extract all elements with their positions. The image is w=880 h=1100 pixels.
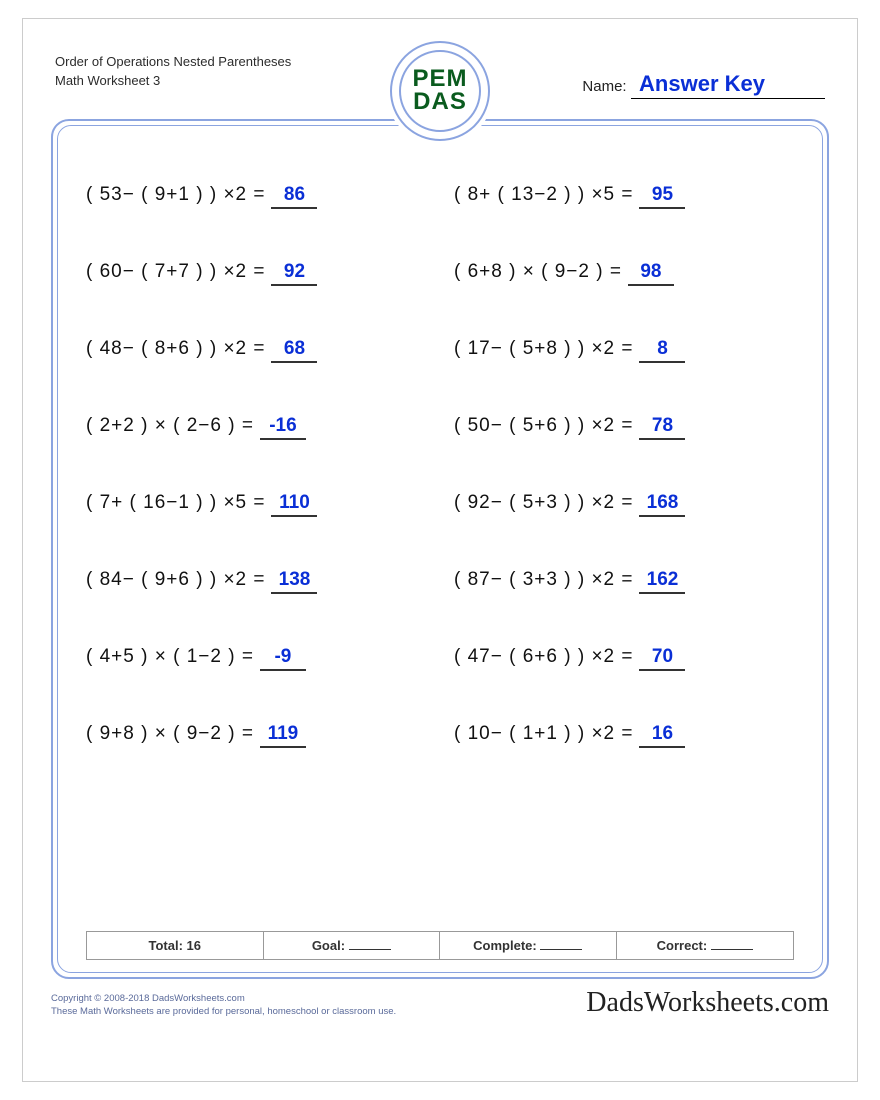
problem-expression: ( 17− ( 5+8 ) ) ×2 = bbox=[454, 338, 633, 360]
worksheet-page: Order of Operations Nested Parentheses M… bbox=[22, 18, 858, 1082]
goal-blank bbox=[349, 949, 391, 950]
badge-text-2: DAS bbox=[413, 91, 467, 114]
problem-3: ( 60− ( 7+7 ) ) ×2 = 92 bbox=[86, 261, 426, 286]
problems-grid: ( 53− ( 9+1 ) ) ×2 = 86 ( 8+ ( 13−2 ) ) ×5… bbox=[86, 184, 794, 748]
badge-ring-inner: PEM DAS bbox=[399, 50, 481, 132]
problem-expression: ( 84− ( 9+6 ) ) ×2 = bbox=[86, 569, 265, 591]
title-line-1: Order of Operations Nested Parentheses bbox=[55, 53, 291, 72]
problem-expression: ( 50− ( 5+6 ) ) ×2 = bbox=[454, 415, 633, 437]
complete-cell: Complete: bbox=[440, 932, 617, 959]
title-line-2: Math Worksheet 3 bbox=[55, 72, 291, 91]
problem-answer: 138 bbox=[271, 569, 317, 594]
problem-2: ( 8+ ( 13−2 ) ) ×5 = 95 bbox=[454, 184, 794, 209]
problem-expression: ( 48− ( 8+6 ) ) ×2 = bbox=[86, 338, 265, 360]
complete-blank bbox=[540, 949, 582, 950]
problem-answer: 162 bbox=[639, 569, 685, 594]
problem-answer: 110 bbox=[271, 492, 317, 517]
worksheet-frame: ( 53− ( 9+1 ) ) ×2 = 86 ( 8+ ( 13−2 ) ) ×5… bbox=[51, 119, 829, 979]
problem-answer: -9 bbox=[260, 646, 306, 671]
problem-answer: 98 bbox=[628, 261, 674, 286]
problem-expression: ( 10− ( 1+1 ) ) ×2 = bbox=[454, 723, 633, 745]
problem-11: ( 84− ( 9+6 ) ) ×2 = 138 bbox=[86, 569, 426, 594]
brand-logo: DadsWorksheets.com bbox=[586, 987, 829, 1019]
pemdas-badge: PEM DAS bbox=[386, 37, 494, 145]
problem-5: ( 48− ( 8+6 ) ) ×2 = 68 bbox=[86, 338, 426, 363]
worksheet-title: Order of Operations Nested Parentheses M… bbox=[55, 53, 291, 91]
problem-answer: 70 bbox=[639, 646, 685, 671]
problem-answer: 86 bbox=[271, 184, 317, 209]
problem-7: ( 2+2 ) × ( 2−6 ) = -16 bbox=[86, 415, 426, 440]
problem-6: ( 17− ( 5+8 ) ) ×2 = 8 bbox=[454, 338, 794, 363]
problem-answer: 78 bbox=[639, 415, 685, 440]
problem-1: ( 53− ( 9+1 ) ) ×2 = 86 bbox=[86, 184, 426, 209]
problem-expression: ( 2+2 ) × ( 2−6 ) = bbox=[86, 415, 254, 437]
problem-expression: ( 9+8 ) × ( 9−2 ) = bbox=[86, 723, 254, 745]
problem-answer: 95 bbox=[639, 184, 685, 209]
correct-blank bbox=[711, 949, 753, 950]
problem-expression: ( 60− ( 7+7 ) ) ×2 = bbox=[86, 261, 265, 283]
footer-text: Copyright © 2008-2018 DadsWorksheets.com… bbox=[51, 993, 396, 1019]
problem-expression: ( 53− ( 9+1 ) ) ×2 = bbox=[86, 184, 265, 206]
problem-answer: 119 bbox=[260, 723, 306, 748]
problem-16: ( 10− ( 1+1 ) ) ×2 = 16 bbox=[454, 723, 794, 748]
problem-expression: ( 8+ ( 13−2 ) ) ×5 = bbox=[454, 184, 633, 206]
name-field: Name: Answer Key bbox=[582, 71, 825, 97]
total-cell: Total: 16 bbox=[87, 932, 264, 959]
problem-13: ( 4+5 ) × ( 1−2 ) = -9 bbox=[86, 646, 426, 671]
problem-answer: -16 bbox=[260, 415, 306, 440]
problem-answer: 92 bbox=[271, 261, 317, 286]
name-label: Name: bbox=[582, 78, 626, 95]
problem-expression: ( 4+5 ) × ( 1−2 ) = bbox=[86, 646, 254, 668]
problem-8: ( 50− ( 5+6 ) ) ×2 = 78 bbox=[454, 415, 794, 440]
problem-15: ( 9+8 ) × ( 9−2 ) = 119 bbox=[86, 723, 426, 748]
goal-label: Goal: bbox=[312, 938, 345, 953]
problem-4: ( 6+8 ) × ( 9−2 ) = 98 bbox=[454, 261, 794, 286]
correct-cell: Correct: bbox=[617, 932, 794, 959]
answer-key-text: Answer Key bbox=[631, 71, 825, 99]
footer: Copyright © 2008-2018 DadsWorksheets.com… bbox=[51, 987, 829, 1019]
complete-label: Complete: bbox=[473, 938, 537, 953]
problem-expression: ( 87− ( 3+3 ) ) ×2 = bbox=[454, 569, 633, 591]
worksheet-frame-inner: ( 53− ( 9+1 ) ) ×2 = 86 ( 8+ ( 13−2 ) ) ×5… bbox=[57, 125, 823, 973]
problem-answer: 168 bbox=[639, 492, 685, 517]
correct-label: Correct: bbox=[657, 938, 708, 953]
problem-expression: ( 47− ( 6+6 ) ) ×2 = bbox=[454, 646, 633, 668]
badge-ring-outer: PEM DAS bbox=[390, 41, 490, 141]
goal-cell: Goal: bbox=[264, 932, 441, 959]
totals-row: Total: 16 Goal: Complete: Correct: bbox=[86, 931, 794, 960]
copyright-text: Copyright © 2008-2018 DadsWorksheets.com bbox=[51, 993, 396, 1006]
problem-12: ( 87− ( 3+3 ) ) ×2 = 162 bbox=[454, 569, 794, 594]
problem-answer: 68 bbox=[271, 338, 317, 363]
problem-9: ( 7+ ( 16−1 ) ) ×5 = 110 bbox=[86, 492, 426, 517]
problem-10: ( 92− ( 5+3 ) ) ×2 = 168 bbox=[454, 492, 794, 517]
problem-answer: 16 bbox=[639, 723, 685, 748]
footer-note: These Math Worksheets are provided for p… bbox=[51, 1006, 396, 1019]
problem-14: ( 47− ( 6+6 ) ) ×2 = 70 bbox=[454, 646, 794, 671]
problem-expression: ( 92− ( 5+3 ) ) ×2 = bbox=[454, 492, 633, 514]
problem-expression: ( 7+ ( 16−1 ) ) ×5 = bbox=[86, 492, 265, 514]
problem-answer: 8 bbox=[639, 338, 685, 363]
problem-expression: ( 6+8 ) × ( 9−2 ) = bbox=[454, 261, 622, 283]
